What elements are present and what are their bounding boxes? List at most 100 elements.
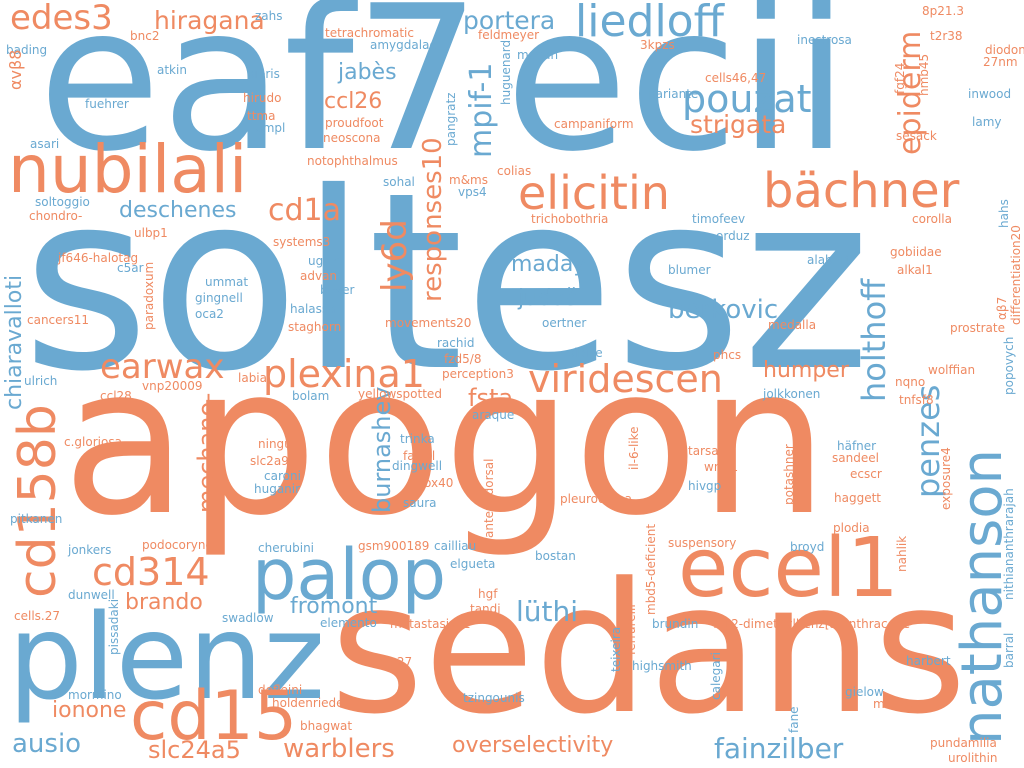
word-teixeira: teixeira — [609, 626, 623, 672]
word-zahs: zahs — [255, 9, 283, 23]
word-bolam: bolam — [292, 389, 330, 403]
word-vps4: vps4 — [458, 185, 487, 199]
word-ttma: ttma — [247, 109, 276, 123]
word-il6like: il-6-like — [627, 426, 641, 470]
word-paradoxum: paradoxum — [142, 261, 156, 330]
word-ecii: ecii — [505, 0, 850, 196]
word-fromont: fromont — [290, 594, 378, 619]
word-brundin: brundin — [652, 617, 699, 631]
word-strigata: strigata — [690, 110, 787, 139]
word-feldmeyer: feldmeyer — [478, 28, 540, 42]
word-campaniform: campaniform — [554, 117, 634, 131]
word-ferrarelli: ferrarelli — [624, 604, 638, 655]
word-slc24a5: slc24a5 — [148, 736, 241, 764]
word-dofleini: dofleini — [258, 683, 303, 697]
word-wolffian: wolffian — [928, 363, 976, 377]
word-pieris: pieris — [247, 67, 280, 81]
word-deschenes: deschenes — [119, 198, 237, 223]
word-proudfoot: proudfoot — [325, 116, 384, 130]
word-beyer: beyer — [320, 283, 355, 297]
word-elemento: elemento — [320, 616, 377, 630]
word-trinka: trinka — [400, 432, 435, 446]
word-nqno: nqno — [895, 375, 926, 389]
word-mms: m&ms — [449, 173, 488, 187]
word-atkin: atkin — [157, 63, 187, 77]
word-holthoff: holthoff — [855, 278, 893, 402]
word-slc2a9: slc2a9 — [250, 454, 289, 468]
word-fgf24: fgf24 — [893, 62, 907, 94]
word-mpif1: mpif-1 — [464, 62, 499, 158]
word-alabert: alabert — [807, 253, 850, 267]
word-cells4647: cells46,47 — [705, 71, 767, 85]
word-hahs: hahs — [997, 199, 1011, 228]
word-wnt1: wnt-1 — [704, 460, 739, 474]
word-pangratz: pangratz — [444, 92, 458, 146]
word-caroni: caroni — [264, 469, 301, 483]
word-mucke: mucke — [873, 697, 913, 711]
word-lampl: lampl — [252, 121, 286, 135]
word-alkal1: alkal1 — [897, 263, 933, 277]
word-soltesz: soltesz — [22, 140, 871, 425]
word-eaf7: eaf7 — [38, 0, 482, 196]
word-nubilali: nubilali — [8, 131, 248, 208]
word-huguenard: huguenard — [499, 39, 513, 105]
word-3kpzs: 3kpzs — [640, 38, 675, 52]
word-mormino: mormino — [68, 688, 122, 702]
word-fane: fane — [787, 706, 801, 733]
word-suspensory: suspensory — [668, 536, 737, 550]
word-anteriodorsal: anteriodorsal — [482, 458, 496, 539]
word-exposure4: exposure4 — [939, 447, 953, 510]
word-saura: saura — [403, 496, 437, 510]
word-maday: maday — [511, 252, 587, 277]
word-blumer: blumer — [668, 263, 711, 277]
word-trichobothria: trichobothria — [531, 212, 609, 226]
word-jonkers: jonkers — [68, 543, 112, 557]
word-pouzat: pouzat — [682, 77, 812, 121]
word-earwax: earwax — [100, 347, 225, 387]
word-pleurodema: pleurodema — [560, 492, 632, 506]
word-hmb45: hmb45 — [917, 53, 931, 96]
word-pariante: pariante — [648, 87, 699, 101]
word-hivgp: hivgp — [688, 479, 722, 493]
word-hirudo: hirudo — [243, 91, 282, 105]
word-plenz: plenz — [8, 588, 326, 726]
word-viridescen: viridescen — [528, 357, 723, 401]
word-fsta: fsta — [468, 384, 514, 412]
word-plexina1: plexina1 — [263, 352, 425, 396]
word-gingnell: gingnell — [195, 291, 243, 305]
word-overselectivity: overselectivity — [452, 733, 614, 758]
word-oca2: oca2 — [195, 307, 224, 321]
word-plodia: plodia — [833, 521, 870, 535]
word-apogon: apogon — [62, 323, 829, 561]
word-barral: barral — [1002, 632, 1016, 668]
word-elgueta: elgueta — [450, 557, 496, 571]
word-ausio: ausio — [12, 729, 82, 759]
word-advan: advan — [300, 269, 338, 283]
word-chiaravalloti: chiaravalloti — [2, 274, 27, 410]
word-humper: humper — [763, 358, 849, 383]
word-ccl26: ccl26 — [324, 89, 383, 114]
word-cd158b: cd158b — [8, 404, 68, 598]
word-gobiidae: gobiidae — [890, 245, 942, 259]
word-inestrosa: inestrosa — [797, 33, 852, 47]
word-pitkanen: pitkanen — [10, 512, 63, 526]
word-edes3: edes3 — [10, 0, 113, 38]
word-calegari: calegari — [709, 652, 723, 700]
word-sibille: sibille — [568, 346, 603, 360]
word-sohal: sohal — [383, 175, 415, 189]
word-systems3: systems3 — [273, 235, 331, 249]
word-luthi: lüthi — [516, 595, 579, 628]
word-highsmith: highsmith — [632, 659, 692, 673]
word-nithiananthar: nithiananthrarajah — [1002, 488, 1016, 600]
word-ulbp1: ulbp1 — [134, 226, 168, 240]
word-avb8: αvβ8 — [6, 49, 25, 90]
word-ningu: ningu — [258, 437, 292, 451]
word-tzingounis: tzingounis — [463, 691, 525, 705]
word-gsm900189: gsm900189 — [358, 539, 430, 553]
word-hiragana: hiragana — [154, 6, 265, 35]
word-araque: araque — [472, 408, 515, 422]
word-cd15: cd15 — [130, 677, 298, 756]
word-notophthalmus: notophthalmus — [307, 154, 398, 168]
word-t2r38: t2r38 — [930, 29, 963, 43]
